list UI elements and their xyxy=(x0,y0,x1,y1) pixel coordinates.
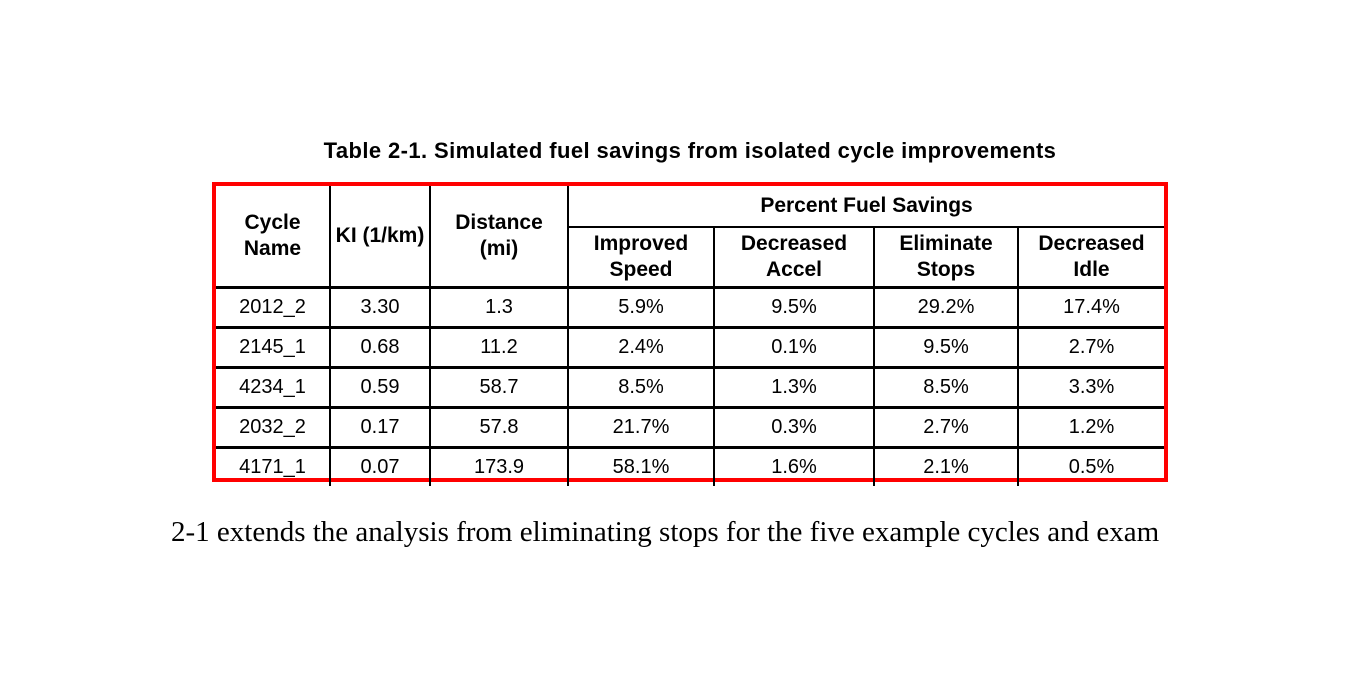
header-decreased-accel: Decreased Accel xyxy=(713,226,875,289)
cell-decreased-idle: 2.7% xyxy=(1016,326,1165,369)
body-paragraph: 2-1 extends the analysis from eliminatin… xyxy=(171,516,1160,548)
fuel-savings-table-frame: Cycle Name KI (1/km) Distance (mi) Perce… xyxy=(212,182,1168,486)
cell-eliminate-stops: 2.7% xyxy=(873,406,1019,449)
cell-improved-speed: 5.9% xyxy=(567,286,715,329)
table-row: 4234_1 0.59 58.7 8.5% 1.3% 8.5% 3.3% xyxy=(216,366,1165,409)
cell-ki: 3.30 xyxy=(329,286,431,329)
header-cycle-name: Cycle Name xyxy=(216,186,331,289)
cell-cycle-name: 2012_2 xyxy=(216,286,331,329)
header-percent-fuel-savings: Percent Fuel Savings xyxy=(566,186,1165,228)
header-ki: KI (1/km) xyxy=(329,186,431,289)
header-row-sub: Improved Speed Decreased Accel Eliminate… xyxy=(216,226,1165,289)
cell-distance: 58.7 xyxy=(429,366,569,409)
cell-decreased-accel: 0.1% xyxy=(713,326,875,369)
cell-distance: 1.3 xyxy=(429,286,569,329)
header-improved-speed: Improved Speed xyxy=(568,226,715,289)
cell-ki: 0.17 xyxy=(329,406,431,449)
cell-decreased-accel: 1.3% xyxy=(713,366,875,409)
cell-eliminate-stops: 29.2% xyxy=(873,286,1019,329)
cell-distance: 11.2 xyxy=(429,326,569,369)
cell-improved-speed: 8.5% xyxy=(567,366,715,409)
cell-ki: 0.68 xyxy=(329,326,431,369)
header-decreased-idle: Decreased Idle xyxy=(1016,226,1165,289)
table-row: 2032_2 0.17 57.8 21.7% 0.3% 2.7% 1.2% xyxy=(216,406,1165,449)
cell-ki: 0.59 xyxy=(329,366,431,409)
header-row-group: Cycle Name KI (1/km) Distance (mi) Perce… xyxy=(216,186,1165,289)
cell-decreased-idle: 0.5% xyxy=(1016,446,1165,486)
header-distance: Distance (mi) xyxy=(429,186,569,289)
cell-decreased-accel: 0.3% xyxy=(713,406,875,449)
cell-improved-speed: 2.4% xyxy=(567,326,715,369)
cell-decreased-idle: 3.3% xyxy=(1016,366,1165,409)
cell-decreased-accel: 9.5% xyxy=(713,286,875,329)
table-caption: Table 2-1. Simulated fuel savings from i… xyxy=(323,138,1057,163)
cell-cycle-name: 4234_1 xyxy=(216,366,331,409)
cell-distance: 173.9 xyxy=(429,446,569,486)
cell-cycle-name: 4171_1 xyxy=(216,446,331,486)
cell-eliminate-stops: 2.1% xyxy=(873,446,1019,486)
cell-decreased-idle: 17.4% xyxy=(1016,286,1165,329)
table-row: 2012_2 3.30 1.3 5.9% 9.5% 29.2% 17.4% xyxy=(216,286,1165,329)
fuel-savings-table: Cycle Name KI (1/km) Distance (mi) Perce… xyxy=(216,186,1165,486)
cell-cycle-name: 2145_1 xyxy=(216,326,331,369)
cell-ki: 0.07 xyxy=(329,446,431,486)
header-eliminate-stops: Eliminate Stops xyxy=(873,226,1019,289)
cell-distance: 57.8 xyxy=(429,406,569,449)
table-row: 2145_1 0.68 11.2 2.4% 0.1% 9.5% 2.7% xyxy=(216,326,1165,369)
cell-decreased-accel: 1.6% xyxy=(713,446,875,486)
cell-eliminate-stops: 9.5% xyxy=(873,326,1019,369)
cell-eliminate-stops: 8.5% xyxy=(873,366,1019,409)
cell-improved-speed: 58.1% xyxy=(567,446,715,486)
cell-improved-speed: 21.7% xyxy=(567,406,715,449)
cell-cycle-name: 2032_2 xyxy=(216,406,331,449)
cell-decreased-idle: 1.2% xyxy=(1016,406,1165,449)
table-row: 4171_1 0.07 173.9 58.1% 1.6% 2.1% 0.5% xyxy=(216,446,1165,486)
